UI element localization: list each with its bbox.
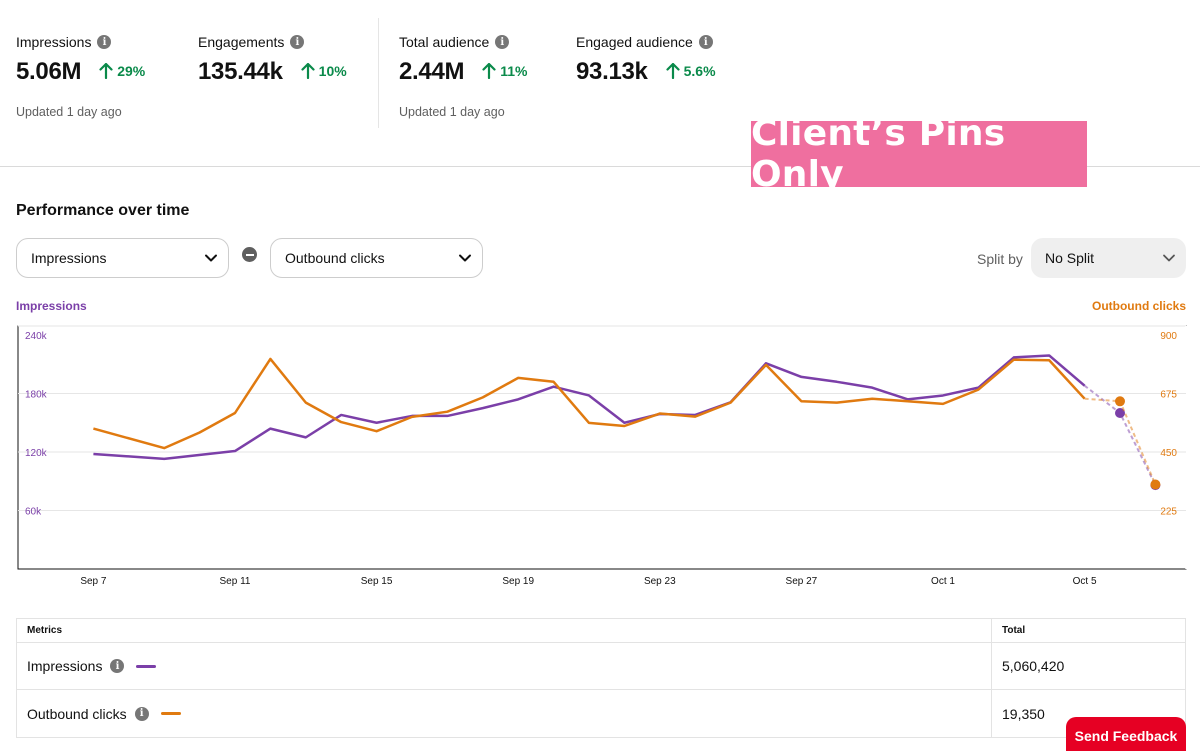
left-axis-tick-label: 240k	[25, 331, 48, 342]
kpi-engaged-audience-value: 93.13k	[576, 58, 648, 85]
x-axis-tick-label: Sep 23	[644, 576, 676, 587]
arrow-up-icon	[666, 63, 680, 79]
outbound-clicks-point	[1150, 479, 1161, 490]
kpi-total-audience-label: Total audience	[399, 34, 490, 50]
right-axis-tick-label: 675	[1160, 390, 1177, 401]
info-icon[interactable]: i	[290, 35, 305, 49]
arrow-up-icon	[482, 63, 496, 79]
split-by-value: No Split	[1045, 250, 1095, 266]
metric-total: 5,060,420	[1002, 658, 1065, 674]
kpi-total-audience[interactable]: Total audience i 2.44M 11%	[399, 34, 527, 86]
left-axis-tick-label: 180k	[25, 390, 48, 401]
info-icon[interactable]: i	[110, 659, 125, 673]
kpi-engagements-delta: 10%	[301, 63, 347, 79]
left-axis-title: Impressions	[16, 299, 87, 313]
info-icon[interactable]: i	[495, 35, 510, 49]
metric-1-value: Impressions	[31, 250, 107, 266]
kpi-engaged-audience[interactable]: Engaged audience i 93.13k 5.6%	[576, 34, 716, 86]
outbound-clicks-legend-swatch	[160, 712, 181, 715]
split-by-label: Split by	[977, 251, 1023, 267]
section-title: Performance over time	[16, 202, 190, 219]
x-axis-tick-label: Sep 15	[361, 576, 393, 587]
metric-2-select[interactable]: Outbound clicks	[270, 238, 483, 278]
outbound-clicks-series-line	[93, 357, 1086, 450]
info-icon[interactable]: i	[97, 35, 112, 49]
kpi-engagements[interactable]: Engagements i 135.44k 10%	[198, 34, 347, 86]
table-row: Outbound clicks i 19,350	[17, 690, 1185, 737]
x-axis-tick-label: Sep 7	[80, 576, 107, 587]
table-row: Impressions i 5,060,420	[17, 643, 1185, 690]
vertical-divider	[378, 18, 379, 128]
kpi-total-audience-delta: 11%	[482, 63, 527, 79]
remove-metric-icon[interactable]	[242, 247, 257, 262]
performance-chart[interactable]: 240k 900 180k 675 120k 450 60k 225 Sep 7 Sep 11 Se…	[0, 0, 1200, 600]
right-axis-tick-label: 450	[1160, 448, 1177, 459]
outbound-clicks-point	[1115, 396, 1125, 407]
kpi-engagements-label: Engagements	[198, 34, 285, 50]
kpi-impressions-delta: 29%	[99, 63, 145, 79]
kpi-impressions-label: Impressions	[16, 34, 92, 50]
impressions-legend-swatch	[136, 664, 157, 668]
updated-text: Updated 1 day ago	[399, 105, 505, 119]
kpi-engaged-audience-label: Engaged audience	[576, 34, 693, 50]
split-by-select[interactable]: No Split	[1031, 238, 1186, 278]
kpi-engaged-audience-delta: 5.6%	[666, 63, 716, 79]
left-axis-tick-label: 60k	[25, 507, 42, 518]
impressions-point	[1115, 408, 1125, 418]
metrics-table-header: Metrics Total	[17, 619, 1185, 643]
kpi-engagements-value: 135.44k	[198, 58, 283, 85]
arrow-up-icon	[301, 63, 315, 79]
chevron-down-icon	[1163, 254, 1175, 262]
kpi-impressions-value: 5.06M	[16, 58, 82, 85]
metric-total: 19,350	[1002, 705, 1045, 722]
x-axis-tick-label: Oct 5	[1073, 576, 1097, 587]
kpi-impressions[interactable]: Impressions i 5.06M 29%	[16, 34, 145, 86]
right-axis-title: Outbound clicks	[1091, 299, 1186, 313]
info-icon[interactable]: i	[698, 35, 713, 49]
chevron-down-icon	[459, 254, 471, 262]
x-axis-tick-label: Sep 19	[502, 576, 534, 587]
right-axis-tick-label: 225	[1160, 507, 1177, 518]
x-axis-tick-label: Sep 27	[786, 576, 818, 587]
right-axis-tick-label: 900	[1160, 331, 1177, 342]
impressions-series-line	[93, 354, 1086, 461]
chevron-down-icon	[205, 254, 217, 262]
left-axis-tick-label: 120k	[25, 448, 48, 459]
metric-label: Outbound clicks	[27, 705, 127, 722]
x-axis-tick-label: Sep 11	[220, 576, 251, 587]
kpi-total-audience-value: 2.44M	[399, 58, 465, 85]
x-axis-tick-label: Oct 1	[931, 576, 955, 587]
arrow-up-icon	[99, 63, 113, 79]
metric-1-select[interactable]: Impressions	[16, 238, 229, 278]
metrics-table: Metrics Total Impressions i 5,060,420 Ou…	[16, 618, 1186, 738]
metrics-column-header: Metrics	[17, 619, 992, 642]
send-feedback-button[interactable]: Send Feedback	[1066, 717, 1186, 751]
info-icon[interactable]: i	[134, 706, 149, 721]
metric-2-value: Outbound clicks	[285, 250, 385, 266]
section-divider	[0, 166, 1200, 167]
updated-text: Updated 1 day ago	[16, 105, 122, 119]
total-column-header: Total	[1002, 625, 1026, 636]
metric-label: Impressions	[27, 658, 103, 674]
